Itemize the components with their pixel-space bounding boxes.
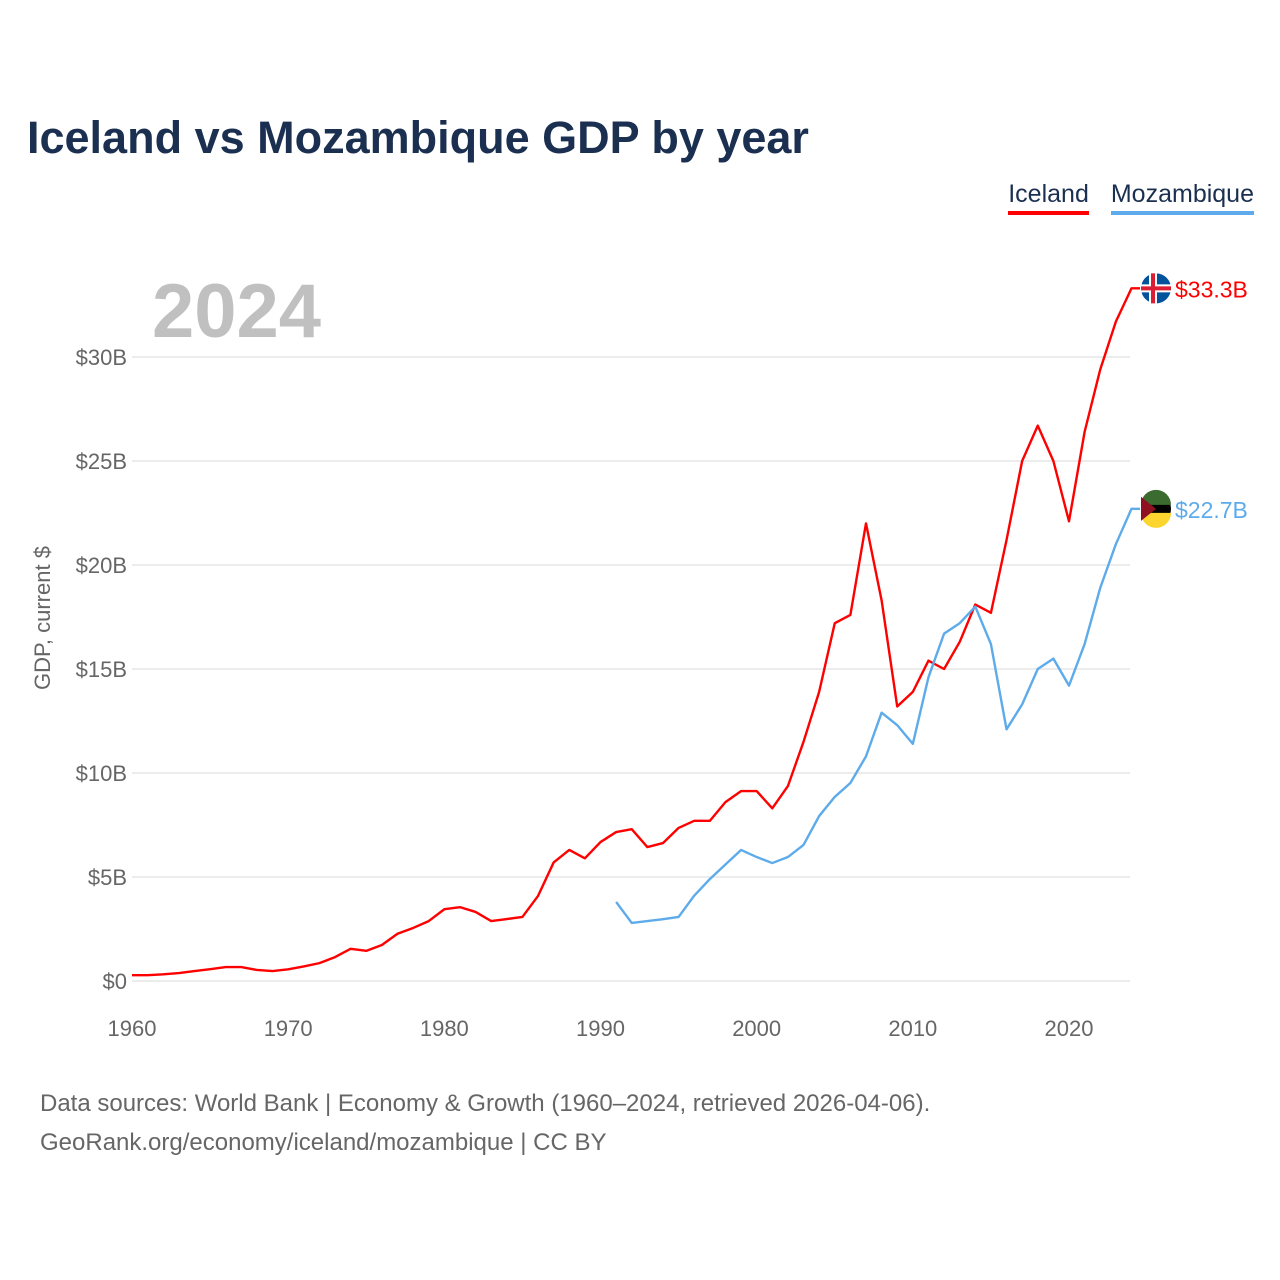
y-axis-label: GDP, current $ [30,546,55,690]
y-tick-label: $0 [103,969,127,994]
end-value-label-mozambique: $22.7B [1175,497,1248,523]
y-tick-label: $20B [76,553,127,578]
x-tick-label: 2000 [732,1016,781,1041]
legend-mozambique[interactable]: Mozambique [1110,180,1254,215]
source-note: Data sources: World Bank | Economy & Gro… [40,1084,930,1162]
x-tick-label: 1970 [264,1016,313,1041]
chart-title: Iceland vs Mozambique GDP by year [27,112,809,163]
y-tick-label: $25B [76,449,127,474]
year-label: 2024 [152,269,322,354]
x-tick-label: 1980 [420,1016,469,1041]
legend: Iceland Mozambique [1008,180,1254,215]
series-line-mozambique [615,507,1140,925]
y-tick-label: $10B [76,761,127,786]
series-line-iceland [132,287,1140,977]
x-tick-label: 1960 [108,1016,157,1041]
y-tick-label: $5B [88,865,127,890]
iceland-flag-icon [1151,273,1155,304]
mozambique-flag-icon [1141,512,1171,528]
y-tick-label: $30B [76,345,127,370]
mozambique-flag-icon [1141,496,1156,521]
x-tick-label: 2020 [1045,1016,1094,1041]
y-tick-label: $15B [76,657,127,682]
end-value-label-iceland: $33.3B [1175,276,1248,302]
source-line-1: Data sources: World Bank | Economy & Gro… [40,1090,931,1117]
iceland-flag-icon [1141,286,1171,291]
source-line-2: GeoRank.org/economy/iceland/mozambique |… [40,1129,607,1156]
legend-iceland[interactable]: Iceland [1008,180,1089,215]
mozambique-flag-icon [1141,489,1171,505]
x-tick-label: 1990 [576,1016,625,1041]
x-tick-label: 2010 [888,1016,937,1041]
